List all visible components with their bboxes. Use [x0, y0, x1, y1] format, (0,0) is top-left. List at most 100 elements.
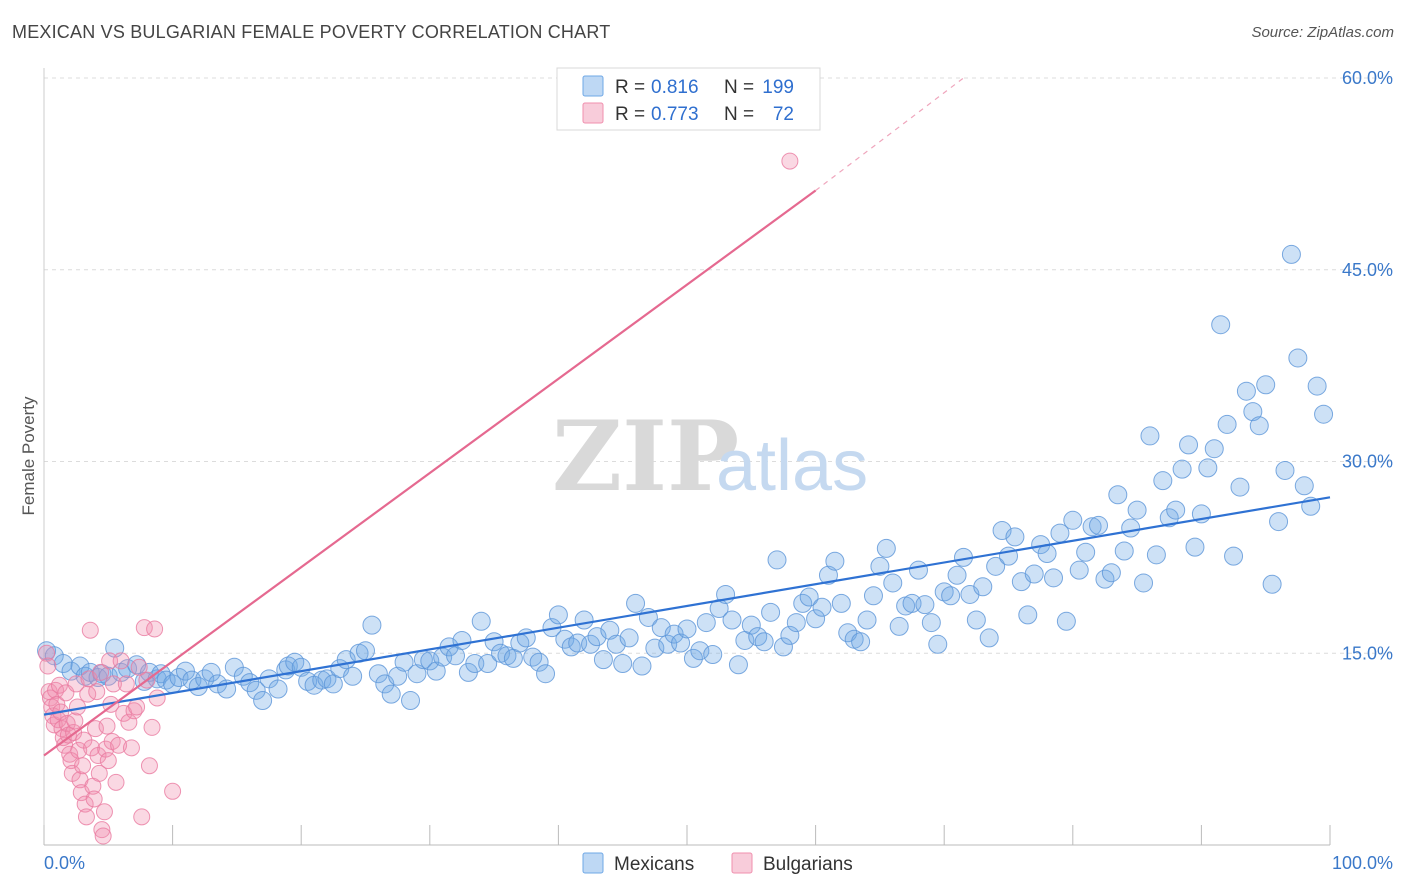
mexicans-point-101	[696, 613, 716, 633]
mexicans-point-126	[857, 610, 877, 630]
bulgarians-point-30	[76, 795, 94, 813]
mexicans-point-111	[761, 602, 781, 622]
y-tick-label-2: 45.0%	[1342, 260, 1393, 280]
mexicans-point-185	[1236, 381, 1256, 401]
mexicans-point-112	[767, 550, 787, 570]
mexicans-point-76	[536, 664, 556, 684]
legend-r-label-mexicans: R =	[615, 77, 645, 98]
legend-swatch-bulgarians-bottom	[731, 852, 753, 874]
mexicans-point-75	[529, 652, 549, 672]
mexicans-point-66	[471, 611, 491, 631]
mexicans-point-58	[420, 651, 440, 671]
mexicans-trend-line	[43, 496, 1331, 716]
mexicans-point-134	[908, 560, 928, 580]
mexicans-point-67	[478, 653, 498, 673]
bulgarians-point-66	[140, 757, 158, 775]
bulgarians-point-17	[59, 726, 77, 744]
mexicans-point-169	[1134, 573, 1154, 593]
mexicans-point-159	[1069, 560, 1089, 580]
mexicans-point-167	[1121, 518, 1141, 538]
mexicans-point-171	[1146, 545, 1166, 565]
bulgarians-point-39	[88, 683, 106, 701]
legend-r-value-mexicans: 0.816	[651, 77, 699, 98]
bulgarians-point-57	[117, 675, 135, 693]
mexicans-point-130	[883, 573, 903, 593]
bulgarians-point-28	[74, 757, 92, 775]
mexicans-point-157	[1056, 611, 1076, 631]
correlation-legend: R = 0.816 N = 199 R = 0.773 N = 72	[556, 67, 821, 131]
mexicans-point-100	[690, 641, 710, 661]
mexicans-point-173	[1159, 508, 1179, 528]
mexicans-point-180	[1204, 439, 1224, 459]
series-bulgarians	[38, 152, 799, 845]
mexicans-point-118	[806, 609, 826, 629]
mexicans-point-114	[780, 625, 800, 645]
mexicans-point-172	[1153, 471, 1173, 491]
x-tick-label-min: 0.0%	[44, 853, 85, 873]
mexicans-point-151	[1018, 605, 1038, 625]
mexicans-point-109	[748, 627, 768, 647]
mexicans-point-79	[555, 629, 575, 649]
mexicans-point-158	[1063, 510, 1083, 530]
series-mexicans	[37, 244, 1334, 711]
mexicans-point-110	[754, 632, 774, 652]
mexicans-point-56	[407, 664, 427, 684]
mexicans-point-34	[268, 679, 288, 699]
grid-lines	[44, 77, 1393, 654]
mexicans-point-135	[915, 595, 935, 615]
mexicans-point-108	[741, 615, 761, 635]
bulgarians-point-37	[85, 790, 103, 808]
mexicans-point-144	[973, 577, 993, 597]
mexicans-point-143	[966, 610, 986, 630]
mexicans-point-186	[1243, 402, 1263, 422]
watermark-zip: ZIP	[552, 400, 739, 513]
mexicans-point-85	[593, 650, 613, 670]
bulgarians-point-55	[112, 652, 130, 670]
mexicans-point-93	[645, 638, 665, 658]
mexicans-point-175	[1172, 459, 1192, 479]
mexicans-point-176	[1179, 435, 1199, 455]
mexicans-point-182	[1217, 414, 1237, 434]
mexicans-point-49	[362, 615, 382, 635]
bulgarians-point-70	[164, 782, 182, 800]
mexicans-point-50	[368, 664, 388, 684]
mexicans-point-74	[523, 647, 543, 667]
y-tick-label-1: 30.0%	[1342, 452, 1393, 472]
mexicans-point-46	[343, 666, 363, 686]
mexicans-point-187	[1249, 416, 1269, 436]
mexicans-point-102	[703, 645, 723, 665]
mexicans-point-122	[831, 593, 851, 613]
bulgarians-point-59	[122, 739, 140, 757]
mexicans-point-53	[388, 666, 408, 686]
mexicans-point-86	[600, 620, 620, 640]
bulgarians-point-41	[90, 764, 108, 782]
mexicans-point-98	[677, 619, 697, 639]
legend-box	[556, 67, 821, 131]
axes	[43, 68, 1331, 846]
bulgarians-point-71	[781, 152, 799, 170]
mexicans-point-164	[1101, 563, 1121, 583]
mexicans-point-191	[1275, 460, 1295, 480]
mexicans-point-166	[1114, 541, 1134, 561]
bulgarians-point-68	[146, 620, 164, 638]
bulgarians-point-47	[98, 717, 116, 735]
bulgarians-trend-extension	[815, 77, 964, 191]
y-tick-labels: 15.0% 30.0% 45.0% 60.0%	[1342, 68, 1393, 663]
mexicans-point-125	[851, 632, 871, 652]
mexicans-point-189	[1262, 574, 1282, 594]
bulgarians-point-43	[93, 821, 111, 839]
bulgarians-point-67	[143, 718, 161, 736]
mexicans-point-194	[1294, 476, 1314, 496]
mexicans-point-174	[1166, 500, 1186, 520]
legend-n-value-bulgarians: 72	[773, 104, 794, 125]
mexicans-point-32	[253, 691, 273, 711]
mexicans-point-25	[201, 662, 221, 682]
mexicans-point-42	[317, 669, 337, 689]
bulgarians-point-61	[128, 698, 146, 716]
mexicans-point-31	[246, 680, 266, 700]
legend-n-value-mexicans: 199	[762, 77, 794, 98]
mexicans-point-145	[979, 628, 999, 648]
mexicans-point-179	[1198, 458, 1218, 478]
bulgarians-point-31	[77, 808, 95, 826]
mexicans-point-128	[870, 556, 890, 576]
